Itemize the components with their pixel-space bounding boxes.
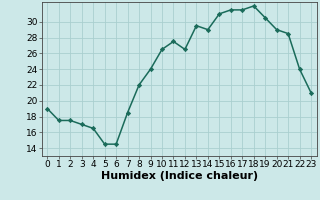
X-axis label: Humidex (Indice chaleur): Humidex (Indice chaleur) [100, 171, 258, 181]
